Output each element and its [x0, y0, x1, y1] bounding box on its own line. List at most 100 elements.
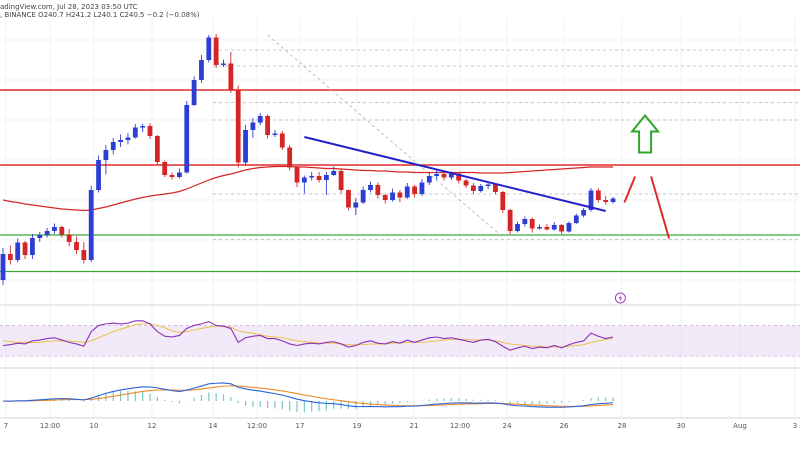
candle — [118, 134, 123, 147]
candle — [22, 241, 28, 259]
candle — [404, 183, 410, 199]
candle-body — [515, 224, 520, 231]
candle — [294, 166, 300, 187]
candle — [162, 160, 168, 177]
x-tick-label: 17 — [296, 422, 305, 430]
candle — [132, 124, 138, 139]
macd-panel — [2, 382, 614, 413]
candle-body — [559, 225, 564, 232]
candle — [110, 138, 116, 155]
candle — [44, 228, 50, 238]
candle — [382, 193, 388, 204]
candle-body — [448, 173, 454, 178]
candle — [581, 208, 587, 218]
candle-body — [434, 174, 440, 176]
candle-body — [595, 190, 601, 200]
candle-body — [118, 140, 123, 142]
candle — [573, 213, 579, 224]
candle-body — [353, 202, 359, 208]
candle — [272, 130, 278, 137]
candle-body — [397, 192, 403, 198]
candle-body — [162, 162, 168, 175]
rsi-band — [0, 325, 800, 357]
candle — [169, 172, 175, 180]
candle — [30, 234, 35, 259]
candle-body — [7, 254, 13, 260]
candle — [74, 236, 79, 254]
candle — [353, 198, 359, 215]
candle — [537, 224, 542, 230]
candle-body — [110, 142, 116, 150]
candle-body — [485, 184, 491, 186]
candle-body — [522, 219, 528, 224]
candle-body — [529, 219, 535, 229]
x-tick-label: 30 — [677, 422, 686, 430]
candle — [265, 114, 270, 139]
candle-body — [610, 198, 616, 202]
candle-body — [228, 63, 234, 90]
candle — [551, 222, 557, 231]
candle-body — [426, 176, 432, 183]
candle-body — [257, 116, 263, 123]
candle-body — [390, 192, 395, 200]
candle — [419, 179, 425, 196]
candle-body — [88, 190, 94, 260]
candle — [221, 59, 226, 67]
candlesticks — [0, 34, 616, 285]
candle — [426, 172, 432, 185]
candle-body — [30, 238, 35, 255]
candle-body — [441, 174, 447, 178]
candle — [309, 172, 315, 181]
candle — [301, 175, 307, 194]
symbol-ohlc-line: , BINANCE O240.7 H241.2 L240.1 C240.5 −0… — [0, 11, 200, 19]
candle-body — [360, 190, 366, 203]
candle — [338, 168, 344, 194]
candle — [81, 242, 87, 264]
candle — [566, 221, 572, 233]
candle-body — [368, 185, 373, 190]
candle-body — [81, 250, 87, 260]
candle — [287, 145, 293, 171]
scenario-arrows — [623, 113, 671, 239]
candle-body — [493, 184, 498, 192]
x-tick-label: 12 — [148, 422, 157, 430]
x-tick-label: Aug — [733, 422, 747, 430]
candle-body — [169, 175, 175, 177]
candle-body — [603, 200, 609, 202]
candle-body — [382, 195, 388, 200]
candle-body — [419, 182, 425, 194]
candle-body — [147, 126, 153, 136]
candle — [7, 245, 13, 265]
candle — [471, 183, 476, 194]
horizontal-levels — [0, 49, 800, 273]
candle-body — [140, 126, 146, 128]
candle — [52, 223, 57, 234]
candle — [37, 232, 43, 242]
x-tick-label: 19 — [353, 422, 362, 430]
candle — [522, 216, 528, 227]
candle — [125, 133, 131, 145]
red-projection-down — [650, 176, 671, 239]
lightning-icon[interactable] — [614, 292, 626, 304]
candle-body — [375, 185, 381, 195]
x-tick-label: 12:00 — [247, 422, 267, 430]
descending-trendline — [304, 136, 606, 212]
macd-line — [2, 382, 614, 408]
candle-body — [15, 242, 21, 260]
candle — [360, 186, 366, 204]
candle — [375, 182, 381, 199]
candle-body — [125, 137, 131, 140]
candle — [316, 172, 322, 183]
rsi-line — [2, 320, 614, 351]
candle-body — [206, 37, 212, 60]
candle-body — [66, 234, 72, 242]
candle-body — [74, 242, 79, 250]
candle-body — [59, 227, 65, 235]
grid — [0, 18, 800, 419]
candle-body — [132, 127, 138, 138]
candle — [184, 101, 190, 174]
candle — [478, 184, 484, 193]
candle-body — [44, 231, 50, 235]
